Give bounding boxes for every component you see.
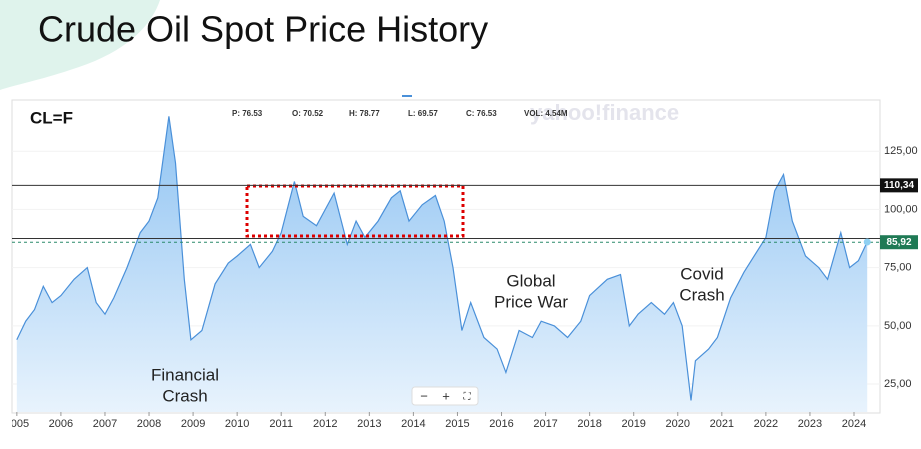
plot: 2005 2006 2007 2008 2009 2010 2011 2012 2013 2014… xyxy=(5,116,880,430)
quote-field: H: 78.77 xyxy=(349,109,380,118)
x-tick-label: 2013 xyxy=(357,418,381,430)
last-point xyxy=(863,238,871,246)
quote-field: C: 76.53 xyxy=(466,109,497,118)
watermark: yahoo!finance xyxy=(530,100,679,125)
line xyxy=(16,116,868,401)
quote-field: P: 76.53 xyxy=(232,109,263,118)
y-tick-label: 75,00 xyxy=(884,262,912,274)
x-tick-label: 2012 xyxy=(313,418,337,430)
x-tick-label: 2007 xyxy=(93,418,117,430)
x-tick-label: 2022 xyxy=(754,418,778,430)
quote-field: VOL: 4.54M xyxy=(524,109,568,118)
x-tick-label: 2010 xyxy=(225,418,249,430)
x-tick-label: 2020 xyxy=(666,418,690,430)
y-tick-label: 25,00 xyxy=(884,378,912,390)
reference-label: 110,34 xyxy=(884,180,914,191)
annotation: Global xyxy=(506,271,555,290)
x-tick-label: 2024 xyxy=(842,418,866,430)
x-tick-label: 2016 xyxy=(489,418,513,430)
x-tick-label: 2017 xyxy=(533,418,557,430)
header-marker xyxy=(402,95,412,97)
highlight-box xyxy=(245,184,465,238)
annotation: Covid xyxy=(680,264,723,283)
zoom-in[interactable]: + xyxy=(442,388,450,403)
annotation: Price War xyxy=(494,292,568,311)
reference-label-bg xyxy=(880,178,918,193)
x-tick-label: 2023 xyxy=(798,418,822,430)
annotation: Financial xyxy=(151,365,219,384)
y-tick-label: 125,00 xyxy=(884,145,918,157)
symbol: CL=F xyxy=(30,108,73,127)
area xyxy=(16,116,868,413)
decor-brush xyxy=(0,0,160,90)
x-tick-label: 2021 xyxy=(710,418,734,430)
x-tick-label: 2008 xyxy=(137,418,161,430)
x-tick-label: 2009 xyxy=(181,418,205,430)
annotation: Crash xyxy=(679,285,724,304)
x-tick-label: 2014 xyxy=(401,418,425,430)
x-tick-label: 2011 xyxy=(269,418,293,430)
zoom-out[interactable]: − xyxy=(420,388,428,403)
x-tick-label: 2005 xyxy=(5,418,29,430)
last-price-label: 85,92 xyxy=(886,237,911,248)
quote-field: O: 70.52 xyxy=(292,109,324,118)
zoom-controls xyxy=(411,386,479,406)
x-tick-label: 2006 xyxy=(49,418,73,430)
x-tick-label: 2015 xyxy=(445,418,469,430)
x-tick-label: 2019 xyxy=(621,418,645,430)
y-tick-label: 50,00 xyxy=(884,320,912,332)
last-price-bg xyxy=(880,235,918,250)
fullscreen[interactable]: ⛶ xyxy=(463,392,472,403)
chart-title: Crude Oil Spot Price History xyxy=(38,9,488,50)
annotation: Crash xyxy=(162,386,207,405)
quote-field: L: 69.57 xyxy=(408,109,438,118)
x-tick-label: 2018 xyxy=(577,418,601,430)
y-tick-label: 100,00 xyxy=(884,203,918,215)
